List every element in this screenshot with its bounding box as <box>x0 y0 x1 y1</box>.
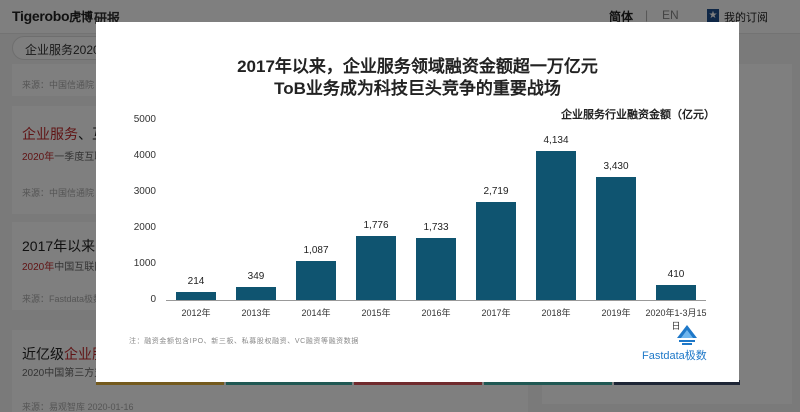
chart-footnote: 注：融资金额包含IPO、新三板、私募股权融资、VC融资等融资数据 <box>129 338 359 345</box>
bar <box>476 202 516 300</box>
bar <box>656 285 696 300</box>
bar-value-label: 214 <box>187 276 205 288</box>
y-tick-label: 4000 <box>133 150 156 161</box>
bar <box>416 237 456 300</box>
bar-value-label: 2,719 <box>483 186 509 198</box>
bar <box>596 176 636 300</box>
bar <box>176 292 216 300</box>
y-tick-label: 3000 <box>133 186 156 197</box>
x-tick-label: 2018年 <box>541 308 571 318</box>
chart-subheadline: ToB业务成为科技巨头竞争的重要战场 <box>274 79 561 98</box>
x-tick-label: 2012年 <box>181 308 211 318</box>
bar <box>296 260 336 300</box>
x-axis-line <box>166 300 706 301</box>
x-tick-label: 2016年 <box>421 308 451 318</box>
bar <box>356 236 396 300</box>
x-tick-label: 2014年 <box>301 308 331 318</box>
x-tick-label: 2019年 <box>601 308 631 318</box>
bar-value-label: 349 <box>247 271 265 283</box>
x-tick-label: 2017年 <box>481 308 511 318</box>
fastdata-brand: Fastdata极数 <box>642 350 707 362</box>
y-tick-label: 2000 <box>133 222 156 233</box>
x-tick-label: 2020年1-3月15日 <box>645 308 707 331</box>
chart-preview-modal: 2017年以来，企业服务领域融资金额超一万亿元 ToB业务成为科技巨头竞争的重要… <box>96 22 739 382</box>
y-tick-label: 5000 <box>133 114 156 125</box>
bar <box>536 151 576 300</box>
bar-value-label: 1,776 <box>363 220 389 232</box>
y-tick-label: 0 <box>150 294 156 305</box>
bar <box>236 287 276 300</box>
bar-value-label: 1,087 <box>303 244 329 256</box>
bar-value-label: 3,430 <box>603 160 629 172</box>
bar-value-label: 410 <box>667 269 685 281</box>
y-tick-label: 1000 <box>133 258 156 269</box>
x-tick-label: 2015年 <box>361 308 391 318</box>
bar-value-label: 4,134 <box>543 135 569 147</box>
x-tick-label: 2013年 <box>241 308 271 318</box>
fastdata-logo-icon <box>677 325 697 345</box>
chart-title: 企业服务行业融资金额（亿元） <box>561 109 715 121</box>
bar-value-label: 1,733 <box>423 221 449 233</box>
chart-headline: 2017年以来，企业服务领域融资金额超一万亿元 <box>237 57 598 76</box>
